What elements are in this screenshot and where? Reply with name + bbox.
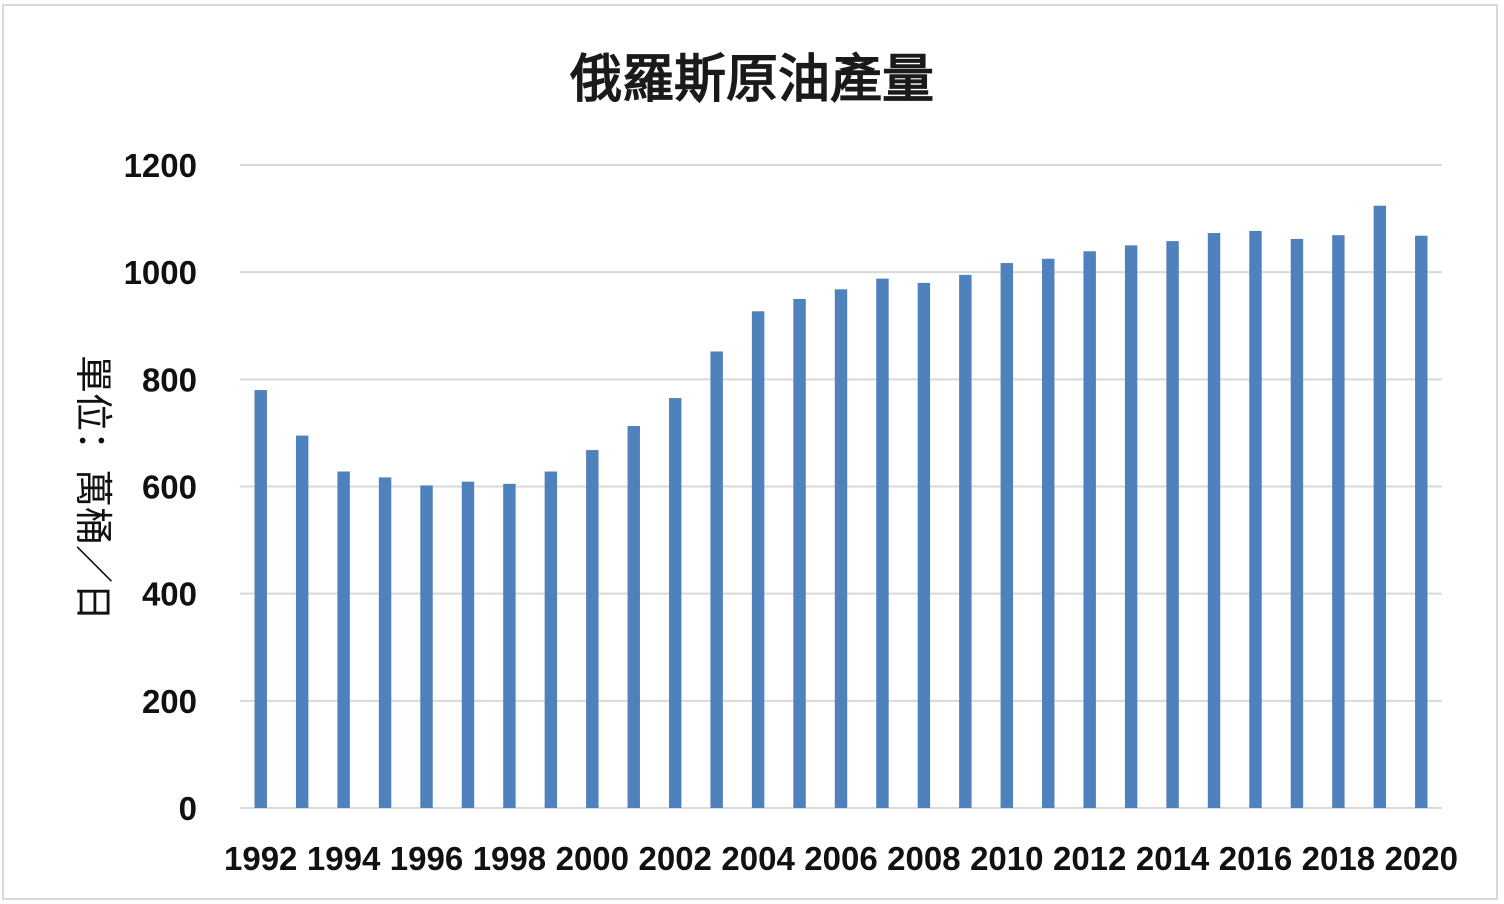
bar-2013 [1124,245,1138,808]
y-tick-label: 200 [142,683,197,720]
y-tick-label: 0 [179,790,197,827]
bar-2003 [710,351,723,808]
bar-2014 [1166,241,1179,809]
bar-2012 [1083,251,1096,808]
bar-1994 [337,471,350,808]
bar-2009 [959,274,972,808]
bar-2018 [1332,235,1345,809]
y-axis-label: 單位：萬桶／日 [71,355,115,621]
x-tick-label: 2006 [804,840,877,877]
x-axis-ticks: 1992 1994 1996 1998 2000 2002 2004 2006 2008 2010… [224,840,1458,877]
bar-1998 [503,483,516,808]
bar-2001 [627,425,640,808]
x-tick-label: 2014 [1136,840,1210,877]
bar-1992 [254,390,267,808]
x-tick-label: 2002 [638,840,711,877]
chart-title: 俄羅斯原油產量 [569,50,934,110]
x-tick-label: 2008 [887,840,960,877]
bar-1995 [378,477,392,808]
y-tick-label: 600 [142,469,197,506]
bar-2016 [1249,230,1262,809]
x-tick-label: 2020 [1385,840,1458,877]
bar-2020 [1415,235,1428,809]
y-tick-label: 400 [142,576,197,613]
chart-frame [2,4,1498,900]
bar-2017 [1290,238,1304,808]
bar-1993 [295,435,309,808]
bar-2005 [793,298,806,808]
x-tick-label: 1992 [224,840,297,877]
x-tick-label: 1998 [473,840,546,877]
bar-1997 [461,481,475,808]
x-tick-label: 2004 [721,840,795,877]
y-tick-label: 1000 [124,254,197,291]
x-tick-label: 2012 [1053,840,1126,877]
bar-1999 [544,471,558,808]
x-tick-label: 1996 [390,840,463,877]
bar-2019 [1373,205,1387,808]
x-tick-label: 2010 [970,840,1043,877]
x-tick-label: 2000 [556,840,629,877]
y-tick-label: 1200 [124,147,197,184]
x-tick-label: 1994 [307,840,381,877]
bar-1996 [420,485,433,808]
bar-2007 [876,278,889,808]
bar-2002 [668,398,682,808]
bar-2006 [834,289,848,808]
bar-2015 [1207,233,1221,808]
bar-2004 [751,311,765,808]
y-tick-label: 800 [142,361,197,398]
bar-2010 [1000,263,1014,808]
y-axis-ticks: 0 200 400 600 800 1000 1200 [124,147,197,827]
bar-2011 [1042,258,1055,808]
bar-2000 [586,450,599,808]
bar-2008 [917,282,931,809]
bars [254,205,1428,809]
x-tick-label: 2018 [1302,840,1375,877]
x-tick-label: 2016 [1219,840,1292,877]
